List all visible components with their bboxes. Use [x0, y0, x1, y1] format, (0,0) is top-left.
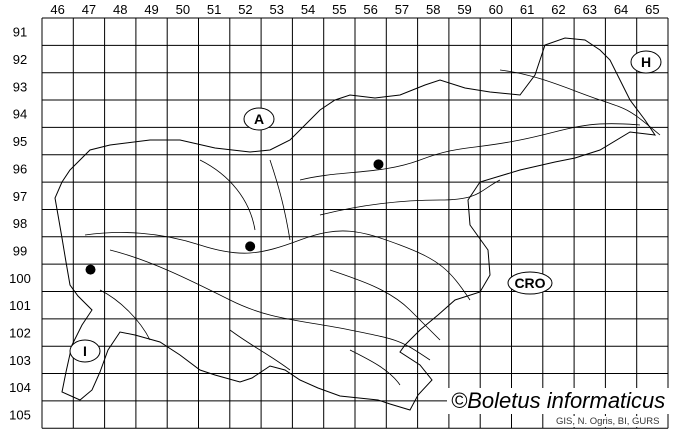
column-label: 53: [270, 2, 284, 17]
column-label: 64: [614, 2, 628, 17]
column-label: 49: [144, 2, 158, 17]
row-label: 96: [13, 161, 27, 176]
column-label: 63: [583, 2, 597, 17]
column-label: 52: [238, 2, 252, 17]
column-label: 48: [113, 2, 127, 17]
row-label: 98: [13, 216, 27, 231]
row-label: 100: [9, 271, 31, 286]
country-label-croatia: CRO: [514, 275, 545, 291]
row-label: 105: [9, 408, 31, 423]
country-label-hungary-ellipse: [630, 50, 662, 74]
country-labels: A H CRO I: [69, 50, 662, 363]
credit-text: GIS, N. Ogris, BI, GURS: [554, 416, 662, 427]
row-label: 103: [9, 353, 31, 368]
utm-grid: 46 47 48 49 50 51 52 53 54 55 56 57 58 59 60 61 62 63 64 65…: [9, 2, 669, 429]
column-label: 47: [82, 2, 96, 17]
record-dot: [245, 241, 256, 252]
row-label: 91: [13, 25, 27, 40]
row-label: 99: [13, 243, 27, 258]
column-label: 61: [520, 2, 534, 17]
column-label: 56: [363, 2, 377, 17]
row-label: 97: [13, 189, 27, 204]
column-label: 51: [207, 2, 221, 17]
country-label-austria-ellipse: [243, 107, 275, 131]
column-label: 62: [551, 2, 565, 17]
country-label-italy-ellipse: [69, 339, 101, 363]
column-label: 58: [426, 2, 440, 17]
row-label: 102: [9, 326, 31, 341]
row-label: 104: [9, 380, 31, 395]
column-label: 57: [395, 2, 409, 17]
row-label: 101: [9, 298, 31, 313]
column-label: 55: [332, 2, 346, 17]
country-label-hungary: H: [641, 54, 651, 70]
row-label: 94: [13, 107, 27, 122]
row-label: 93: [13, 79, 27, 94]
column-label: 46: [50, 2, 64, 17]
copyright-text: ©Boletus informaticus: [447, 388, 670, 414]
record-dot: [85, 264, 96, 275]
column-label: 54: [301, 2, 315, 17]
country-label-croatia-ellipse: [507, 271, 553, 295]
record-dots: [85, 159, 384, 275]
country-label-austria: A: [254, 111, 264, 127]
rivers: [84, 69, 661, 386]
country-label-italy: I: [83, 343, 87, 359]
record-dot: [373, 159, 384, 170]
column-label: 50: [176, 2, 190, 17]
row-label: 92: [13, 52, 27, 67]
column-label: 60: [489, 2, 503, 17]
column-label: 65: [645, 2, 659, 17]
column-label: 59: [457, 2, 471, 17]
row-label: 95: [13, 134, 27, 149]
